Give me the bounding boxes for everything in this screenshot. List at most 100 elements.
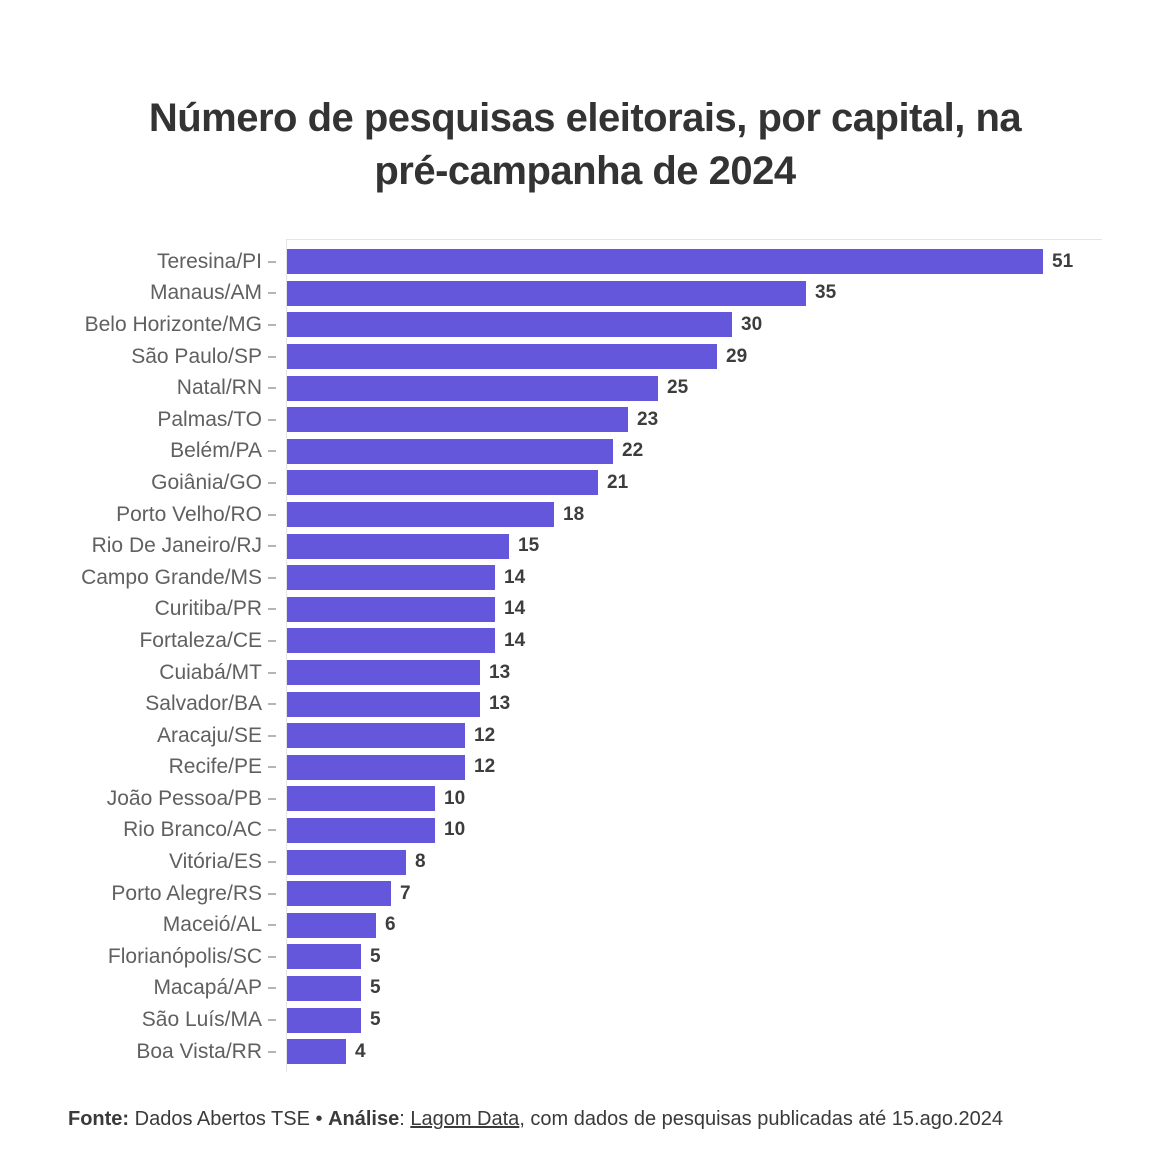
bar <box>287 312 732 338</box>
value-label: 21 <box>607 471 629 493</box>
axis-tick-icon <box>268 513 276 516</box>
bar <box>287 565 495 591</box>
axis-tick-icon <box>268 1019 276 1022</box>
axis-tick-icon <box>268 734 276 737</box>
chart-row: Curitiba/PR 14 <box>0 594 1170 626</box>
axis-tick-icon <box>268 987 276 990</box>
axis-tick-icon <box>268 703 276 706</box>
category-label: Belém/PA <box>170 439 262 463</box>
bar <box>287 502 554 528</box>
axis-tick-icon <box>268 955 276 958</box>
category-label: Manaus/AM <box>149 281 262 305</box>
chart-row: Vitória/ES 8 <box>0 846 1170 878</box>
category-label: Rio De Janeiro/RJ <box>91 534 262 558</box>
lagom-data-link[interactable]: Lagom Data <box>410 1108 520 1130</box>
axis-tick-icon <box>268 576 276 579</box>
value-label: 30 <box>741 313 763 335</box>
chart-row: Teresina/PI 51 <box>0 246 1170 278</box>
bar <box>287 438 613 464</box>
chart-row: Campo Grande/MS 14 <box>0 562 1170 594</box>
category-label: Natal/RN <box>176 376 262 400</box>
value-label: 29 <box>726 345 748 367</box>
axis-tick-icon <box>268 766 276 769</box>
value-label: 12 <box>474 724 496 746</box>
chart-row: Recife/PE 12 <box>0 752 1170 784</box>
value-label: 25 <box>667 377 689 399</box>
chart-row: São Paulo/SP 29 <box>0 341 1170 373</box>
axis-tick-icon <box>268 481 276 484</box>
value-label: 12 <box>474 756 496 778</box>
value-label: 14 <box>504 598 526 620</box>
bar <box>287 849 406 875</box>
axis-tick-icon <box>268 924 276 927</box>
bar <box>287 280 806 306</box>
value-label: 14 <box>504 629 526 651</box>
source-note: Fonte: Dados Abertos TSE • Análise: Lago… <box>68 1108 1130 1131</box>
category-label: João Pessoa/PB <box>106 786 262 810</box>
bar <box>287 375 658 401</box>
category-label: Recife/PE <box>168 755 262 779</box>
chart-row: São Luís/MA 5 <box>0 1004 1170 1036</box>
chart-row: Belo Horizonte/MG 30 <box>0 309 1170 341</box>
chart-row: Porto Alegre/RS 7 <box>0 878 1170 910</box>
chart-row: Cuiabá/MT 13 <box>0 657 1170 689</box>
category-label: Aracaju/SE <box>156 723 262 747</box>
value-label: 22 <box>622 440 644 462</box>
chart-row: Fortaleza/CE 14 <box>0 625 1170 657</box>
axis-tick-icon <box>268 892 276 895</box>
value-label: 7 <box>400 882 411 904</box>
value-label: 14 <box>504 566 526 588</box>
category-label: Curitiba/PR <box>154 597 262 621</box>
axis-tick-icon <box>268 861 276 864</box>
axis-tick-icon <box>268 387 276 390</box>
source-note-text: Análise <box>328 1108 400 1130</box>
value-label: 18 <box>563 503 585 525</box>
category-label: Belo Horizonte/MG <box>84 312 262 336</box>
chart-row: João Pessoa/PB 10 <box>0 783 1170 815</box>
chart-rows: Teresina/PI 51 Manaus/AM 35 Belo Horizon… <box>0 246 1170 1067</box>
bar <box>287 470 598 496</box>
value-label: 15 <box>518 535 540 557</box>
axis-tick-icon <box>268 829 276 832</box>
category-label: Macapá/AP <box>153 976 262 1000</box>
source-note-text: , com dados de pesquisas publicadas até … <box>519 1108 1003 1130</box>
value-label: 5 <box>370 945 381 967</box>
source-note-text: Fonte: <box>68 1108 130 1130</box>
chart-row: Rio De Janeiro/RJ 15 <box>0 530 1170 562</box>
axis-tick-icon <box>268 450 276 453</box>
category-label: Rio Branco/AC <box>123 818 262 842</box>
category-label: Goiânia/GO <box>151 470 262 494</box>
chart-row: Belém/PA 22 <box>0 436 1170 468</box>
value-label: 8 <box>415 851 426 873</box>
chart-row: Palmas/TO 23 <box>0 404 1170 436</box>
chart-row: Goiânia/GO 21 <box>0 467 1170 499</box>
category-label: Salvador/BA <box>145 692 262 716</box>
category-label: Palmas/TO <box>157 407 262 431</box>
category-label: Vitória/ES <box>169 850 262 874</box>
chart-row: Florianópolis/SC 5 <box>0 941 1170 973</box>
axis-tick-icon <box>268 292 276 295</box>
bar <box>287 817 435 843</box>
chart-row: Rio Branco/AC 10 <box>0 815 1170 847</box>
chart-row: Boa Vista/RR 4 <box>0 1036 1170 1068</box>
value-label: 10 <box>444 819 466 841</box>
value-label: 23 <box>637 408 659 430</box>
value-label: 5 <box>370 1009 381 1031</box>
bar <box>287 533 509 559</box>
axis-tick-icon <box>268 1050 276 1053</box>
bar-chart: Teresina/PI 51 Manaus/AM 35 Belo Horizon… <box>0 239 1170 1072</box>
value-label: 5 <box>370 977 381 999</box>
category-label: Boa Vista/RR <box>136 1039 262 1063</box>
chart-row: Manaus/AM 35 <box>0 278 1170 310</box>
value-label: 51 <box>1052 250 1074 272</box>
axis-tick-icon <box>268 797 276 800</box>
source-note-text: : <box>399 1108 411 1130</box>
chart-row: Salvador/BA 13 <box>0 688 1170 720</box>
bar <box>287 344 717 370</box>
axis-tick-icon <box>268 639 276 642</box>
category-label: Cuiabá/MT <box>159 660 262 684</box>
chart-row: Macapá/AP 5 <box>0 973 1170 1005</box>
bar <box>287 975 361 1001</box>
category-label: Porto Velho/RO <box>116 502 262 526</box>
axis-tick-icon <box>268 323 276 326</box>
